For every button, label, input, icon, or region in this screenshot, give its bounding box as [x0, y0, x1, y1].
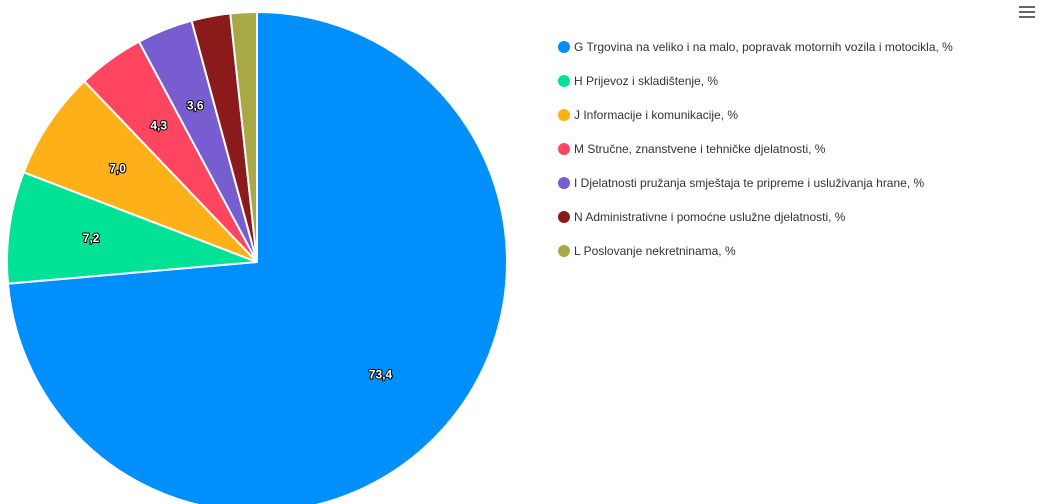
slice-data-label: 7,0: [109, 161, 126, 175]
pie-slice[interactable]: [229, 10, 258, 263]
hamburger-menu-icon-bar: [1019, 16, 1035, 18]
hamburger-menu-icon-bar: [1019, 11, 1035, 13]
legend-marker: [558, 74, 570, 87]
legend-item[interactable]: G Trgovina na veliko i na malo, popravak…: [558, 38, 953, 55]
pie-slice[interactable]: [6, 170, 258, 285]
legend-item[interactable]: H Prijevoz i skladištenje, %: [558, 72, 953, 89]
legend-item[interactable]: J Informacije i komunikacije, %: [558, 106, 953, 123]
legend-item[interactable]: L Poslovanje nekretninama, %: [558, 242, 953, 259]
legend-label: M Stručne, znanstvene i tehničke djelatn…: [574, 141, 826, 156]
legend-label: L Poslovanje nekretninama, %: [574, 243, 736, 258]
slice-data-label: 3,6: [187, 99, 204, 113]
legend-marker: [558, 40, 570, 53]
legend: G Trgovina na veliko i na malo, popravak…: [558, 38, 953, 276]
legend-label: I Djelatnosti pružanja smještaja te prip…: [574, 175, 925, 190]
legend-marker: [558, 142, 570, 155]
slice-data-label: 7,2: [83, 231, 100, 245]
pie-slice[interactable]: [22, 79, 258, 263]
legend-label: G Trgovina na veliko i na malo, popravak…: [574, 39, 953, 54]
legend-item[interactable]: I Djelatnosti pružanja smještaja te prip…: [558, 174, 953, 191]
slice-data-label: 73,4: [369, 367, 393, 381]
legend-label: H Prijevoz i skladištenje, %: [574, 73, 719, 88]
legend-marker: [558, 210, 570, 223]
legend-marker: [558, 108, 570, 121]
legend-label: N Administrativne i pomoćne uslužne djel…: [574, 209, 846, 224]
pie-plot-area: 73,4 7,2 7,0 4,3 3,6: [6, 10, 508, 504]
slice-data-label: 4,3: [150, 119, 167, 133]
legend-label: J Informacije i komunikacije, %: [574, 107, 739, 122]
legend-marker: [558, 244, 570, 257]
hamburger-menu-icon: [1019, 6, 1035, 8]
legend-marker: [558, 176, 570, 189]
chart-menu-button[interactable]: [1018, 4, 1036, 20]
legend-item[interactable]: M Stručne, znanstvene i tehničke djelatn…: [558, 140, 953, 157]
legend-item[interactable]: N Administrativne i pomoćne uslužne djel…: [558, 208, 953, 225]
